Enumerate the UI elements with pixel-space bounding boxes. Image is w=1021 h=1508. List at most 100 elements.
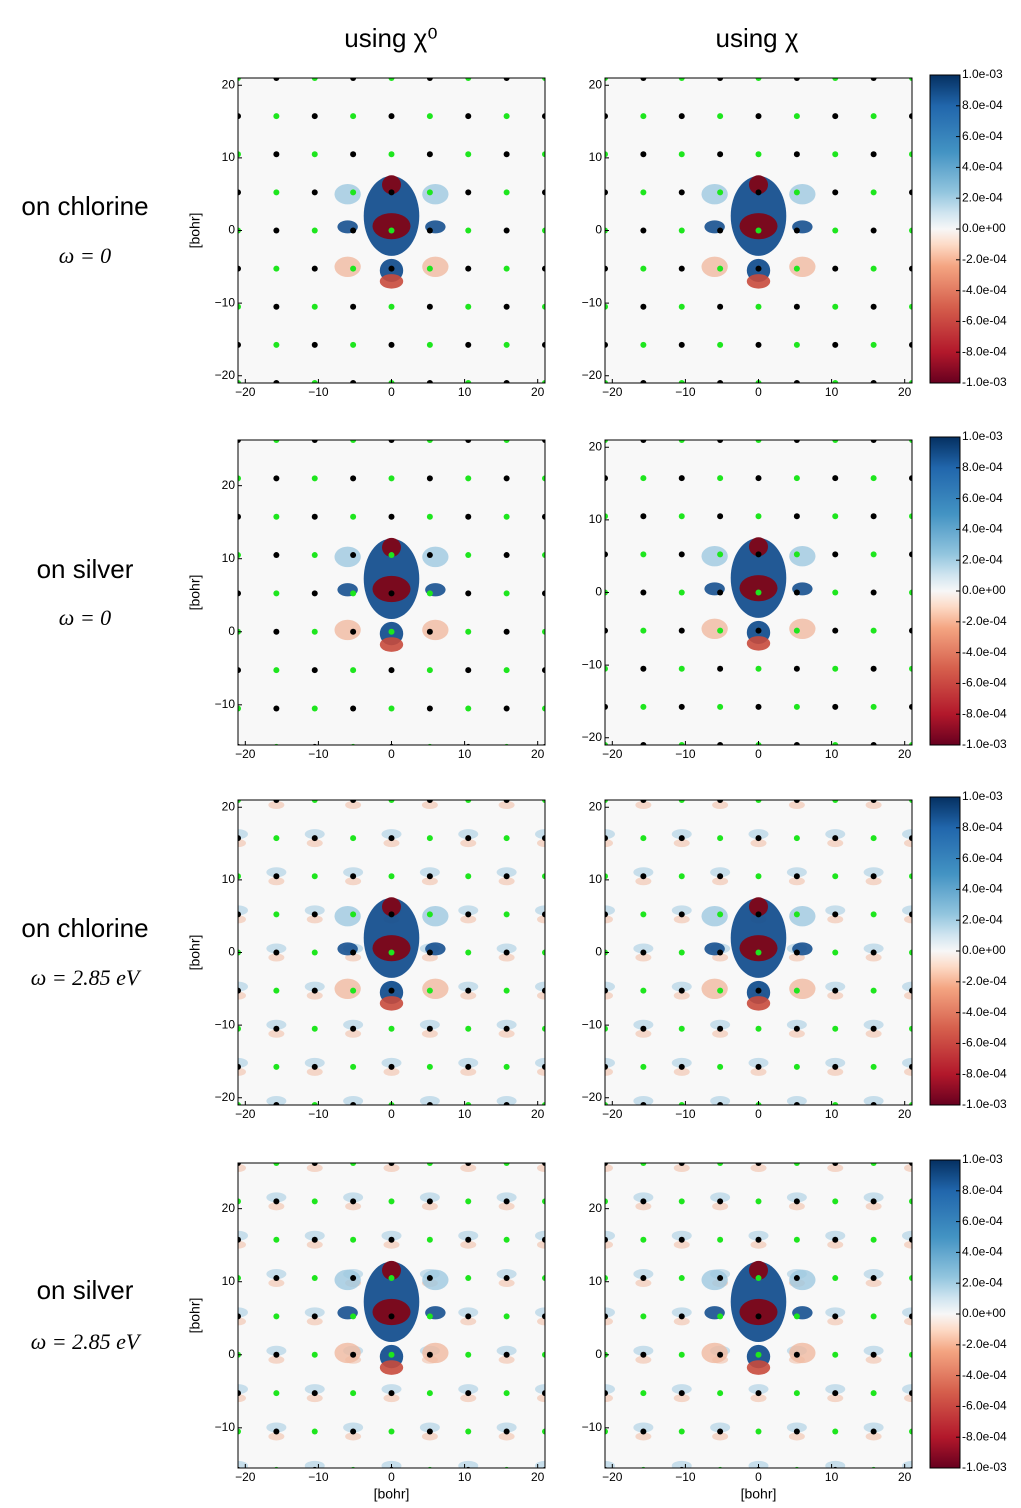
field-blob	[789, 978, 816, 999]
atom	[465, 189, 472, 196]
atom	[832, 1351, 839, 1358]
atom	[238, 667, 241, 674]
atom	[605, 911, 608, 918]
atom	[238, 835, 241, 842]
field-halo	[460, 1394, 477, 1403]
atom	[717, 835, 724, 842]
x-tick-label: −20	[602, 747, 623, 761]
atom	[678, 1390, 685, 1397]
field-halo	[304, 981, 325, 992]
field-blob	[789, 906, 816, 927]
field-halo	[345, 1432, 362, 1441]
atom	[605, 380, 608, 383]
atom	[755, 341, 762, 348]
atom	[238, 341, 241, 348]
field-blob	[789, 1269, 816, 1291]
atom	[717, 742, 724, 745]
colorbar-tick-label: 2.0e-04	[962, 912, 1003, 926]
field-halo	[421, 1029, 438, 1038]
row-label: on silver	[37, 554, 134, 584]
field-halo	[345, 1106, 361, 1114]
field-blob	[372, 935, 411, 962]
field-halo	[268, 1029, 285, 1038]
field-halo	[635, 1279, 652, 1288]
field-halo	[498, 953, 515, 962]
atom	[311, 552, 318, 559]
atom	[311, 265, 318, 272]
x-tick-label: 0	[388, 747, 395, 761]
field-halo	[674, 763, 690, 771]
atom	[465, 1428, 472, 1435]
field-halo	[712, 1106, 728, 1114]
atom	[909, 987, 912, 994]
atom	[605, 265, 608, 272]
atom	[426, 1063, 433, 1070]
atom	[465, 78, 472, 81]
row-omega: ω = 2.85 eV	[31, 1329, 142, 1354]
atom	[909, 1390, 912, 1397]
field-halo	[827, 1067, 844, 1076]
atom	[238, 987, 241, 994]
atom	[605, 1102, 608, 1105]
atom	[717, 341, 724, 348]
atom	[832, 513, 839, 520]
atom	[426, 265, 433, 272]
field-halo	[633, 1422, 654, 1433]
atom	[503, 189, 510, 196]
atom	[870, 1428, 877, 1435]
atom	[793, 1236, 800, 1243]
field-halo	[605, 991, 613, 1000]
atom	[678, 873, 685, 880]
colorbar-tick-label: -8.0e-04	[962, 1066, 1007, 1080]
field-halo	[748, 1057, 769, 1068]
atom	[273, 1063, 280, 1070]
atom	[678, 1428, 685, 1435]
atom	[870, 551, 877, 558]
colorbar-tick-label: 1.0e-03	[962, 1152, 1003, 1166]
field-halo	[635, 801, 652, 809]
field-blob	[379, 637, 404, 652]
atom	[640, 800, 647, 803]
field-blob	[789, 618, 816, 639]
atom	[503, 1428, 510, 1435]
field-halo	[458, 981, 479, 992]
atom	[793, 742, 800, 745]
field-halo	[537, 839, 545, 848]
atom	[350, 1198, 357, 1205]
atom	[350, 667, 357, 674]
atom	[605, 742, 608, 745]
x-tick-label: 10	[458, 747, 472, 761]
atom	[640, 475, 647, 482]
colorbar-tick-label: -4.0e-04	[962, 645, 1007, 659]
atom	[717, 911, 724, 918]
atom	[542, 1163, 545, 1166]
atom	[832, 873, 839, 880]
atom	[465, 800, 472, 803]
y-tick-label: 0	[595, 1347, 602, 1361]
atom	[832, 303, 839, 310]
y-tick-label: 0	[228, 223, 235, 237]
colorbar-tick-label: -4.0e-04	[962, 283, 1007, 297]
atom	[640, 665, 647, 672]
atom	[640, 589, 647, 596]
atom	[273, 590, 280, 597]
field-halo	[825, 1057, 846, 1068]
atom	[755, 1198, 762, 1205]
atom	[678, 911, 685, 918]
atom	[273, 873, 280, 880]
field-halo	[496, 1345, 517, 1356]
field-halo	[673, 1394, 690, 1403]
field-halo	[825, 1460, 846, 1468]
colorbar-tick-label: 6.0e-04	[962, 851, 1003, 865]
atom	[426, 151, 433, 158]
atom	[465, 380, 472, 383]
y-tick-label: −10	[582, 295, 603, 309]
atom	[678, 835, 685, 842]
atom	[755, 1236, 762, 1243]
atom	[717, 1198, 724, 1205]
atom	[755, 440, 762, 443]
field-halo	[238, 1240, 246, 1249]
atom	[238, 113, 241, 120]
atom	[640, 1313, 647, 1320]
field-halo	[633, 1499, 653, 1508]
